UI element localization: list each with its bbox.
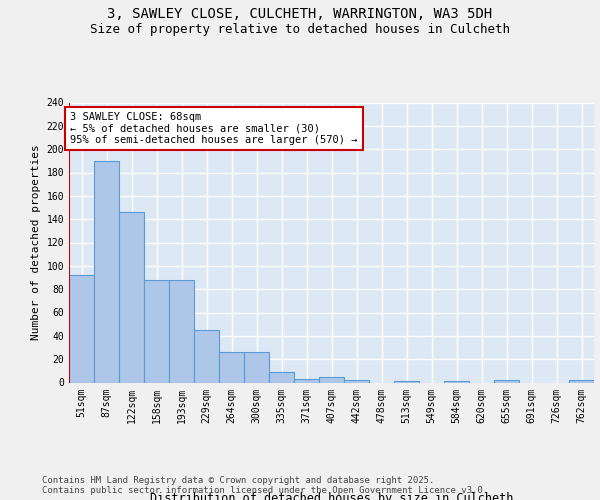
Bar [144,280,169,382]
Bar [494,380,519,382]
Bar [169,280,194,382]
Bar [269,372,294,382]
Bar [344,380,369,382]
Bar [219,352,244,382]
Text: Contains HM Land Registry data © Crown copyright and database right 2025.
Contai: Contains HM Land Registry data © Crown c… [42,476,488,495]
X-axis label: Distribution of detached houses by size in Culcheth: Distribution of detached houses by size … [150,492,513,500]
Bar [119,212,144,382]
Bar [244,352,269,382]
Text: Size of property relative to detached houses in Culcheth: Size of property relative to detached ho… [90,22,510,36]
Text: 3, SAWLEY CLOSE, CULCHETH, WARRINGTON, WA3 5DH: 3, SAWLEY CLOSE, CULCHETH, WARRINGTON, W… [107,8,493,22]
Bar [69,275,94,382]
Bar [294,379,319,382]
Bar [194,330,219,382]
Bar [569,380,594,382]
Bar [319,376,344,382]
Bar [94,161,119,382]
Text: 3 SAWLEY CLOSE: 68sqm
← 5% of detached houses are smaller (30)
95% of semi-detac: 3 SAWLEY CLOSE: 68sqm ← 5% of detached h… [70,112,358,145]
Y-axis label: Number of detached properties: Number of detached properties [31,144,41,340]
